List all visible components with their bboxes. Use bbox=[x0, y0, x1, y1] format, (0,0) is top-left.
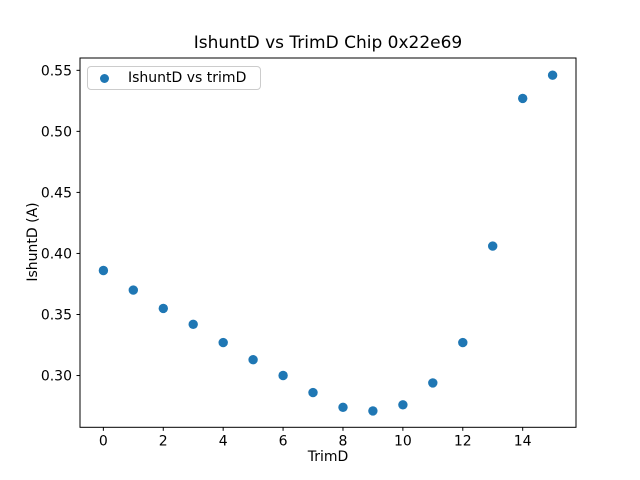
data-point bbox=[518, 93, 528, 104]
legend-box: IshuntD vs trimD bbox=[87, 66, 262, 90]
y-tick-label: 0.55 bbox=[41, 63, 72, 79]
y-tick-label: 0.35 bbox=[41, 307, 72, 323]
data-point bbox=[278, 370, 288, 381]
y-axis-label: IshuntD (A) bbox=[25, 202, 41, 282]
x-tick-label: 2 bbox=[159, 433, 168, 449]
data-point bbox=[398, 400, 408, 410]
x-tick-label: 0 bbox=[99, 433, 108, 449]
y-tick-label: 0.45 bbox=[41, 185, 72, 201]
legend-label: IshuntD vs trimD bbox=[128, 70, 247, 86]
x-tick-label: 12 bbox=[454, 433, 472, 449]
x-tick-label: 4 bbox=[219, 433, 228, 449]
data-point bbox=[218, 337, 228, 348]
y-tick-label: 0.50 bbox=[41, 124, 72, 140]
x-tick-label: 10 bbox=[394, 433, 412, 449]
data-point bbox=[458, 337, 468, 348]
x-axis-label: TrimD bbox=[307, 449, 349, 465]
data-point bbox=[488, 241, 498, 251]
data-point bbox=[428, 378, 438, 388]
legend-marker-icon bbox=[100, 73, 109, 83]
data-point bbox=[308, 387, 318, 398]
data-point bbox=[248, 355, 258, 365]
y-tick-label: 0.40 bbox=[41, 246, 72, 262]
y-tick-label: 0.30 bbox=[41, 369, 72, 385]
data-point bbox=[128, 285, 138, 295]
x-tick-label: 14 bbox=[514, 433, 532, 449]
data-point bbox=[158, 303, 168, 314]
axes-frame bbox=[79, 57, 577, 428]
x-tick-label: 8 bbox=[339, 433, 348, 449]
data-point bbox=[547, 70, 558, 80]
data-point bbox=[368, 406, 378, 416]
data-point bbox=[188, 319, 198, 329]
chart-title: IshuntD vs TrimD Chip 0x22e69 bbox=[193, 33, 463, 53]
x-tick-label: 6 bbox=[279, 433, 288, 449]
data-point bbox=[98, 265, 109, 276]
data-point bbox=[338, 402, 348, 412]
